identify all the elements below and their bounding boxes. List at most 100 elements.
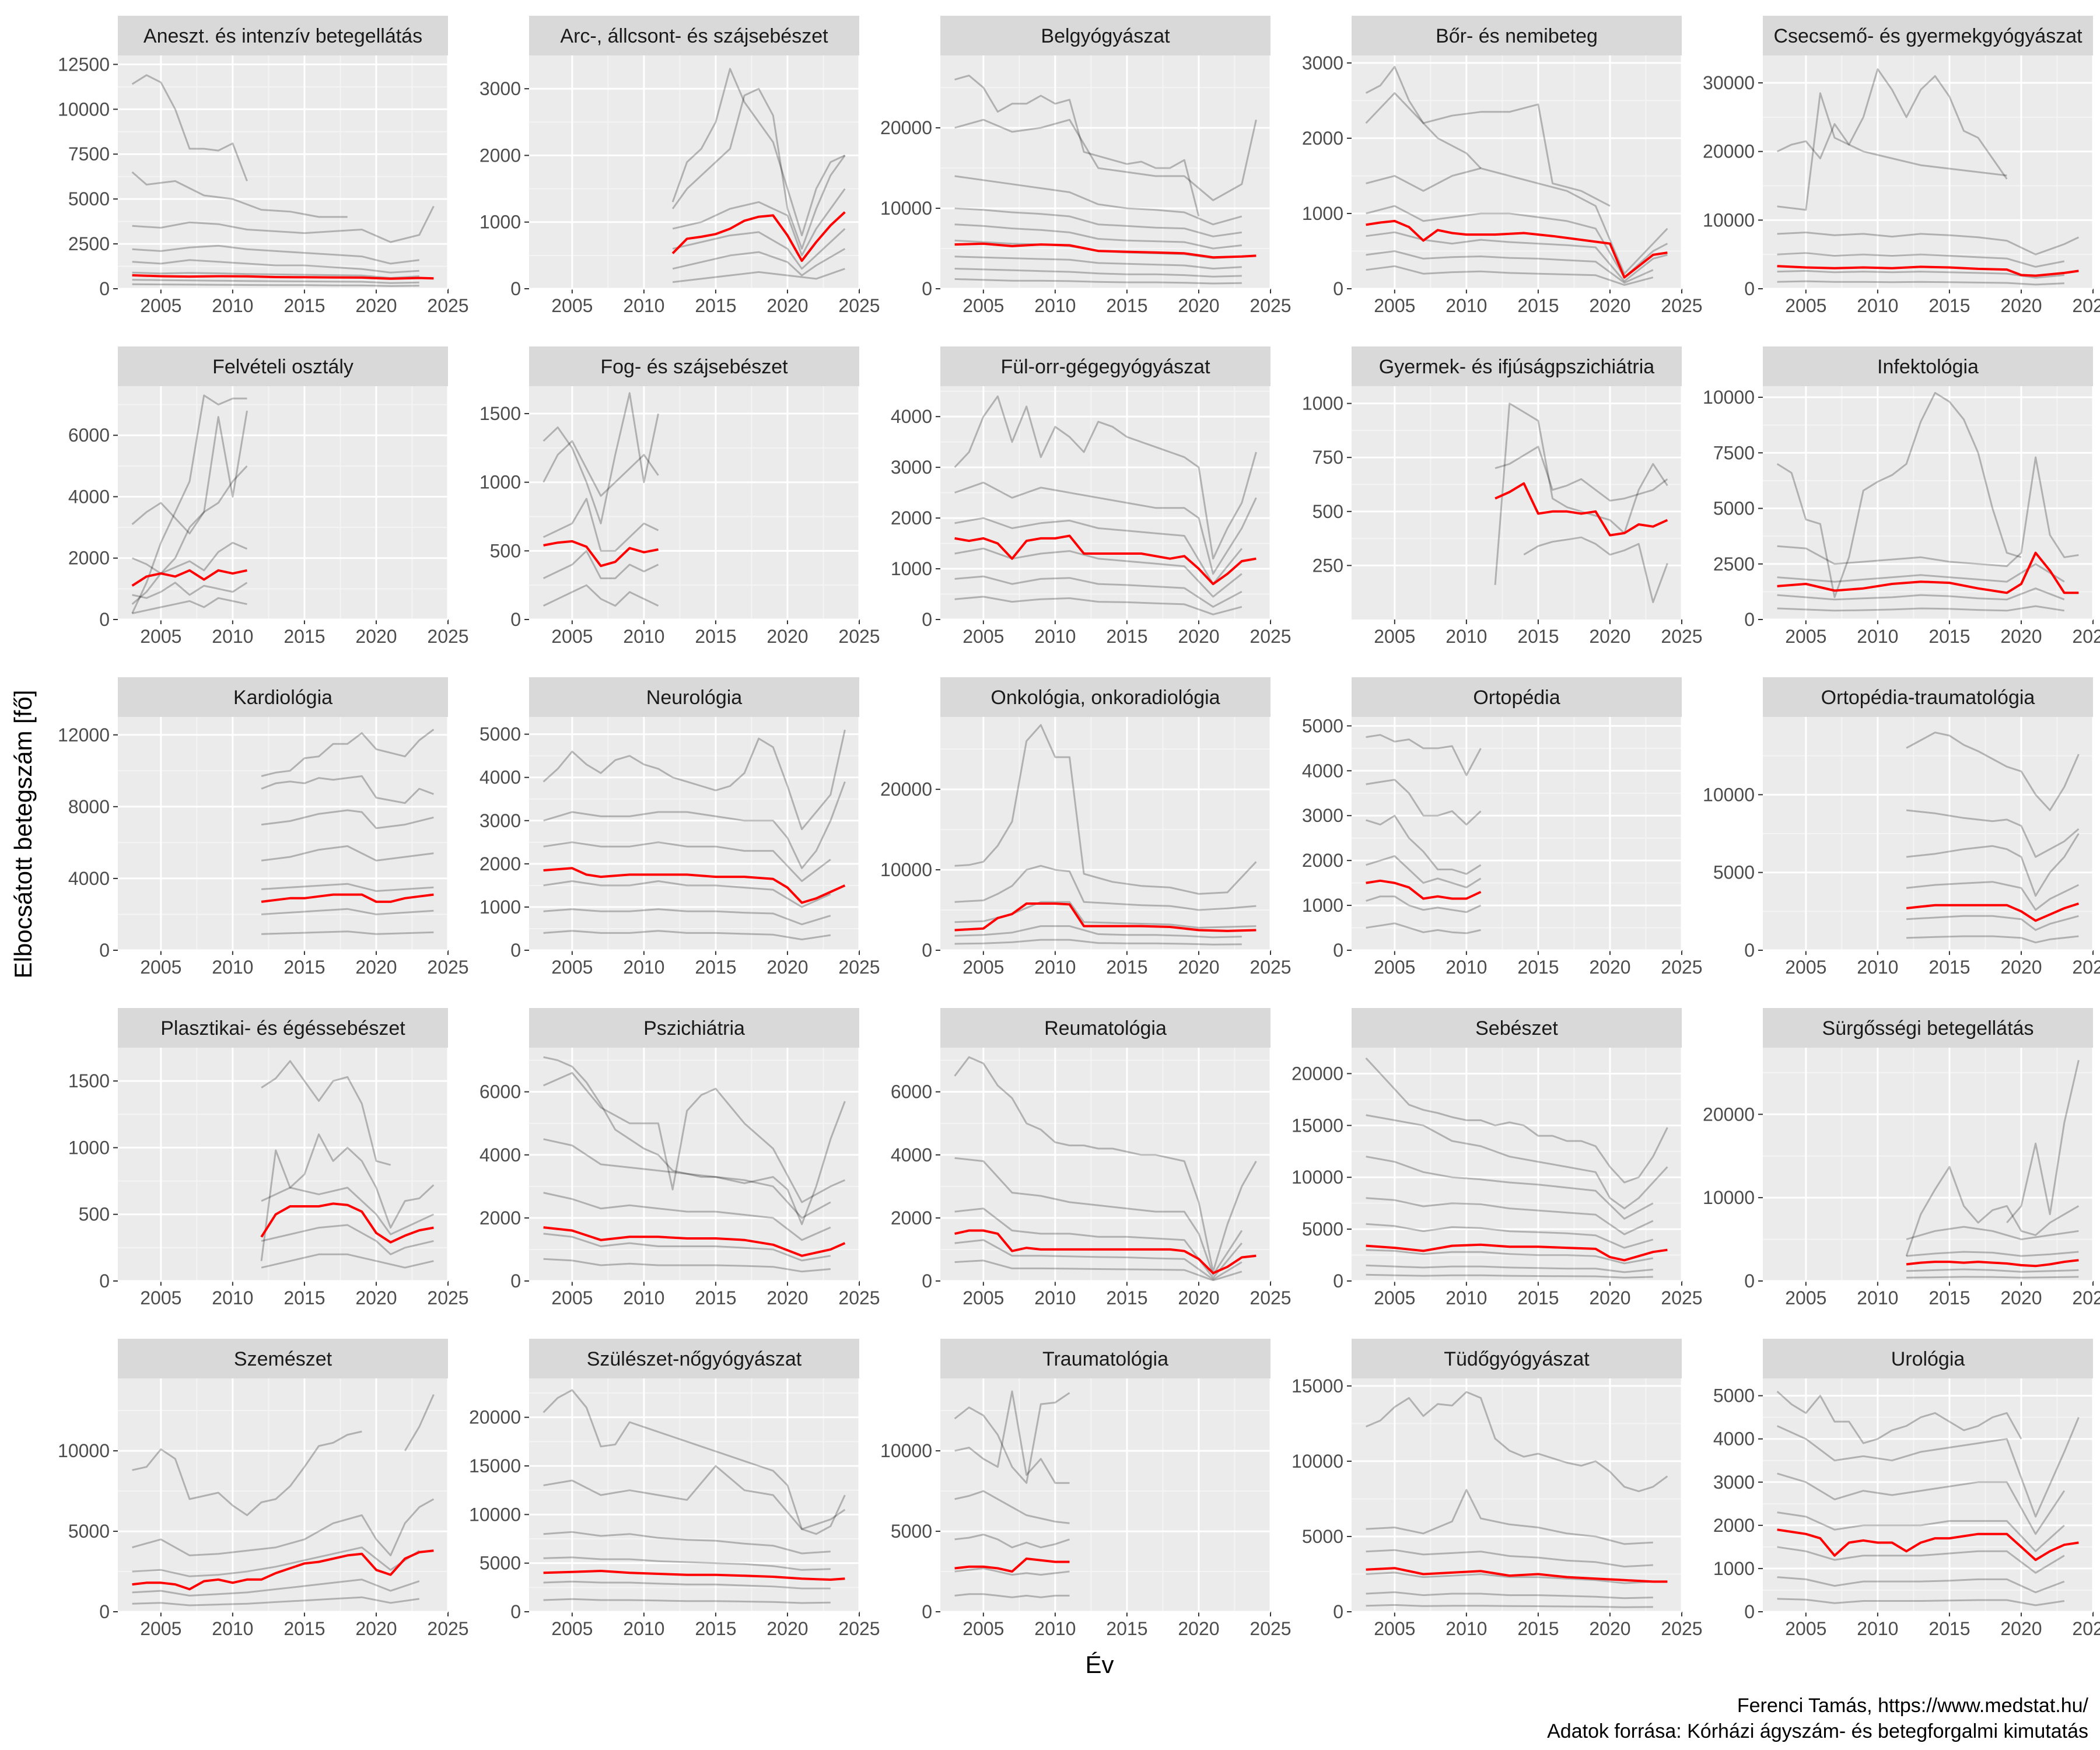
facet-panel: Aneszt. és intenzív betegellátás 2005 2010… xyxy=(58,16,469,316)
hospital-series-line xyxy=(1906,732,2080,811)
x-tick-label: 2005 xyxy=(551,957,593,978)
facet-strip xyxy=(118,346,448,386)
hospital-series-line xyxy=(1906,1251,2079,1257)
facet-title: Ortopédia-traumatológia xyxy=(1821,687,2035,709)
hospital-series-line xyxy=(1366,167,1668,275)
hospital-series-line xyxy=(543,1580,831,1590)
hospital-series-line xyxy=(954,1239,1242,1280)
hospital-series-line xyxy=(132,1578,420,1597)
plot-panel xyxy=(940,1048,1270,1281)
hospital-series-line xyxy=(954,596,1242,615)
hospital-series-line xyxy=(1366,1391,1668,1492)
facet-panel: Gyermek- és ifjúságpszichiátria 2005 2010 2… xyxy=(1302,346,1703,647)
facet-panel: Felvételi osztály 2005 2010 2015 2020 2025 0 20… xyxy=(68,346,469,647)
facet-title: Sebészet xyxy=(1475,1017,1558,1040)
facet-strip xyxy=(940,346,1270,386)
facet-panel: Neurológia 2005 2010 2015 2020 2025 0 1000 2000 3… xyxy=(480,677,880,978)
x-tick-label: 2005 xyxy=(963,1618,1004,1639)
hospital-series-line xyxy=(1366,1549,1653,1568)
y-tick-label: 1000 xyxy=(480,472,521,493)
x-tick-label: 2025 xyxy=(1661,1287,1702,1308)
y-tick-label: 1000 xyxy=(1713,1558,1755,1579)
x-axis-title: Év xyxy=(1085,1651,1114,1678)
plot-panel xyxy=(940,386,1270,620)
y-tick-label: 5000 xyxy=(480,724,521,745)
hospital-series-line xyxy=(261,775,434,804)
hospital-series-line xyxy=(954,268,1242,278)
facet-panel: Kardiológia 2005 2010 2015 2020 2025 0 4000 8000… xyxy=(58,677,469,978)
hospital-series-line xyxy=(1776,391,2022,598)
y-tick-label: 2000 xyxy=(480,853,521,874)
hospital-series-line xyxy=(261,1186,435,1236)
x-tick-label: 2005 xyxy=(140,1618,181,1639)
plot-panel xyxy=(118,717,448,950)
mean-series-line xyxy=(1777,1528,2079,1562)
x-tick-label: 2015 xyxy=(1929,1618,1970,1639)
hospital-series-line xyxy=(1777,1576,2065,1594)
y-tick-label: 500 xyxy=(1312,501,1343,522)
hospital-series-line xyxy=(131,74,248,181)
y-tick-label: 0 xyxy=(99,1270,110,1292)
hospital-series-line xyxy=(543,1531,831,1555)
x-tick-label: 2025 xyxy=(1250,957,1291,978)
x-tick-label: 2015 xyxy=(695,626,736,647)
mean-series-line xyxy=(1777,551,2079,594)
hospital-series-line xyxy=(261,930,434,935)
hospital-series-line xyxy=(543,1138,831,1219)
y-tick-label: 3000 xyxy=(891,457,932,478)
x-tick-label: 2005 xyxy=(551,295,593,316)
x-tick-label: 2025 xyxy=(2072,1287,2100,1308)
y-tick-label: 2000 xyxy=(891,508,932,528)
hospital-series-line xyxy=(1366,1264,1653,1273)
y-tick-label: 4000 xyxy=(480,1144,521,1166)
plot-panel xyxy=(118,1378,448,1612)
y-tick-label: 15000 xyxy=(469,1455,521,1476)
mean-series-line xyxy=(1366,219,1668,279)
y-tick-label: 0 xyxy=(1744,1601,1755,1622)
facet-panel: Fül-orr-gégegyógyászat 2005 2010 2015 2020 20… xyxy=(891,346,1292,647)
hospital-series-line xyxy=(1776,1391,2022,1444)
x-tick-label: 2005 xyxy=(1374,295,1415,316)
x-tick-label: 2015 xyxy=(1106,1618,1147,1639)
hospital-series-line xyxy=(543,1598,831,1604)
facet-strip xyxy=(1763,16,2093,55)
y-tick-label: 8000 xyxy=(68,796,110,817)
y-tick-label: 3000 xyxy=(480,810,521,831)
y-tick-label: 0 xyxy=(510,1601,521,1622)
x-tick-label: 2025 xyxy=(1250,626,1291,647)
y-tick-label: 0 xyxy=(1333,940,1343,961)
hospital-series-line xyxy=(1494,402,1668,585)
hospital-series-line xyxy=(1777,270,2064,279)
x-tick-label: 2025 xyxy=(1661,626,1702,647)
facet-title: Sürgősségi betegellátás xyxy=(1822,1017,2034,1040)
y-tick-label: 0 xyxy=(1744,940,1755,961)
hospital-series-line xyxy=(671,68,846,237)
hospital-series-line xyxy=(1366,1572,1653,1584)
facet-panel: Fog- és szájsebészet 2005 2010 2015 2020 2025… xyxy=(480,346,880,647)
hospital-series-line xyxy=(1366,1591,1653,1600)
y-tick-label: 4000 xyxy=(1713,1429,1755,1450)
y-tick-label: 5000 xyxy=(1302,1526,1343,1547)
hospital-series-line xyxy=(1366,1197,1654,1236)
hospital-series-line xyxy=(1906,1276,2079,1279)
hospital-series-line xyxy=(542,440,659,497)
hospital-series-line xyxy=(261,1060,391,1166)
hospital-series-line xyxy=(1366,1156,1654,1220)
facet-title: Szülészet-nőgyógyászat xyxy=(587,1348,802,1370)
hospital-series-line xyxy=(954,207,1242,237)
hospital-series-line xyxy=(543,930,831,940)
facet-title: Plasztikai- és égéssebészet xyxy=(160,1017,405,1040)
x-tick-label: 2020 xyxy=(766,957,808,978)
y-tick-label: 1000 xyxy=(1302,393,1343,414)
x-tick-label: 2005 xyxy=(1785,626,1826,647)
x-tick-label: 2015 xyxy=(284,295,325,316)
hospital-series-line xyxy=(1777,587,2065,601)
hospital-series-line xyxy=(1906,1268,2079,1273)
x-tick-label: 2020 xyxy=(766,1287,808,1308)
x-tick-label: 2025 xyxy=(427,957,468,978)
hospital-series-line xyxy=(1366,1604,1653,1608)
y-tick-label: 20000 xyxy=(1292,1063,1343,1084)
plot-panel xyxy=(940,1378,1270,1612)
hospital-series-line xyxy=(404,1394,435,1451)
